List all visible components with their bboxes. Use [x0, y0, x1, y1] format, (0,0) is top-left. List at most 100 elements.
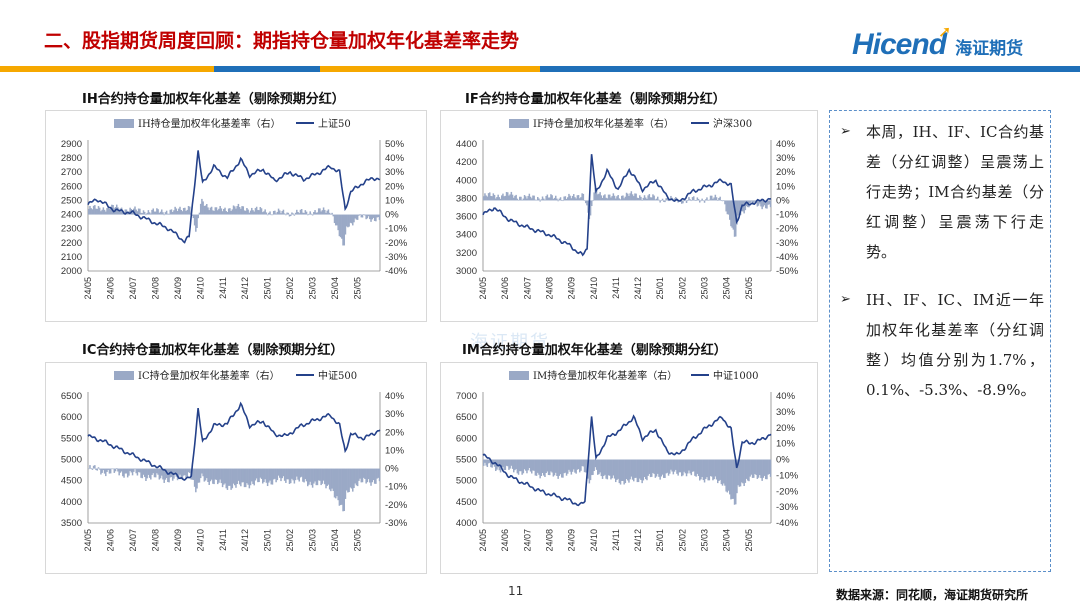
- basis-bar: [681, 200, 683, 204]
- basis-bar: [592, 459, 594, 475]
- basis-bar: [516, 198, 519, 201]
- x-tick-label: 24/11: [611, 529, 621, 551]
- basis-bar: [617, 459, 619, 479]
- basis-bar: [570, 459, 573, 475]
- basis-bar: [634, 193, 636, 201]
- basis-bar: [356, 468, 359, 487]
- basis-bar: [663, 200, 665, 202]
- basis-bar: [526, 198, 528, 201]
- basis-bar: [533, 459, 535, 471]
- basis-bar: [675, 459, 677, 470]
- basis-bar: [146, 468, 148, 479]
- basis-bar: [137, 468, 140, 473]
- basis-bar: [711, 195, 713, 201]
- basis-bar: [364, 468, 366, 479]
- basis-bar: [651, 459, 653, 477]
- basis-bar: [181, 468, 184, 480]
- basis-bar: [268, 468, 270, 483]
- basis-bar: [702, 459, 705, 481]
- basis-bar: [359, 468, 361, 479]
- x-tick-label: 25/02: [285, 529, 295, 552]
- basis-bar: [136, 211, 139, 215]
- basis-bar: [490, 195, 492, 201]
- basis-bar: [182, 468, 185, 476]
- basis-bar: [358, 214, 360, 216]
- basis-bar: [627, 193, 629, 201]
- basis-bar: [658, 459, 660, 477]
- basis-bar: [657, 196, 659, 201]
- basis-bar: [528, 459, 531, 468]
- basis-bar: [750, 459, 753, 475]
- basis-bar: [198, 212, 201, 215]
- y-right-tick-label: -10%: [776, 210, 799, 221]
- bullet-arrow-icon: ➢: [840, 292, 851, 307]
- basis-bar: [580, 459, 582, 471]
- basis-bar: [558, 459, 561, 476]
- basis-bar: [543, 198, 545, 201]
- basis-bar: [299, 468, 302, 478]
- y-right-tick-label: 20%: [776, 423, 796, 434]
- basis-bar: [760, 459, 762, 479]
- basis-bar: [551, 195, 553, 201]
- basis-bar: [168, 468, 170, 483]
- basis-bar: [585, 200, 587, 204]
- basis-bar: [131, 468, 134, 476]
- basis-bar: [212, 210, 214, 215]
- basis-bar: [282, 209, 285, 215]
- basis-bar: [320, 468, 322, 486]
- basis-bar: [299, 209, 302, 215]
- basis-bar: [171, 212, 174, 215]
- basis-bar: [711, 459, 713, 477]
- basis-bar: [117, 468, 119, 472]
- basis-bar: [673, 198, 676, 201]
- basis-bar: [659, 459, 661, 480]
- basis-bar: [595, 189, 598, 201]
- basis-bar: [645, 459, 647, 480]
- basis-bar: [594, 187, 597, 201]
- basis-bar: [589, 459, 592, 481]
- basis-bar: [240, 208, 242, 215]
- basis-bar: [348, 214, 350, 227]
- x-tick-label: 25/04: [330, 529, 340, 552]
- basis-bar: [133, 468, 135, 472]
- basis-bar: [187, 205, 190, 215]
- basis-bar: [696, 197, 699, 201]
- basis-bar: [118, 210, 120, 215]
- chart-svg-2: IC持仓量加权年化基差率（右） 中证500 6500 6000 5500 5000 4500…: [61, 369, 408, 552]
- basis-bar: [549, 459, 551, 476]
- basis-bar: [631, 459, 634, 480]
- basis-bar: [325, 212, 327, 215]
- basis-bar: [103, 209, 106, 215]
- basis-bar: [305, 211, 308, 215]
- basis-bar: [174, 468, 176, 475]
- basis-bar: [98, 468, 101, 470]
- basis-bar: [151, 468, 153, 475]
- basis-bar: [234, 206, 236, 215]
- basis-bar: [89, 205, 91, 215]
- y-right-tick-label: 40%: [385, 391, 405, 402]
- y-right-tick-label: 0%: [776, 195, 790, 206]
- basis-bar: [616, 196, 618, 201]
- basis-bar: [689, 459, 691, 474]
- basis-bar: [628, 459, 630, 483]
- basis-bar: [561, 200, 563, 201]
- basis-bar: [246, 468, 248, 484]
- basis-bar: [767, 459, 769, 475]
- basis-bar: [731, 200, 733, 228]
- basis-bar: [292, 213, 294, 215]
- basis-bar: [531, 459, 533, 474]
- basis-bar: [749, 200, 751, 204]
- basis-bar: [581, 459, 583, 467]
- basis-bar: [675, 196, 677, 201]
- basis-bar: [218, 208, 220, 215]
- basis-bar: [607, 459, 610, 476]
- basis-bar: [582, 459, 585, 467]
- basis-bar: [714, 459, 717, 477]
- basis-bar: [354, 214, 356, 219]
- chart-svg-3: IM持仓量加权年化基差率（右） 中证1000 7000 6500 6000 5500 500…: [456, 369, 799, 552]
- basis-bar: [184, 207, 186, 215]
- basis-bar: [207, 207, 209, 215]
- basis-bar: [549, 197, 551, 201]
- basis-bar: [759, 200, 761, 204]
- basis-bar: [631, 194, 634, 201]
